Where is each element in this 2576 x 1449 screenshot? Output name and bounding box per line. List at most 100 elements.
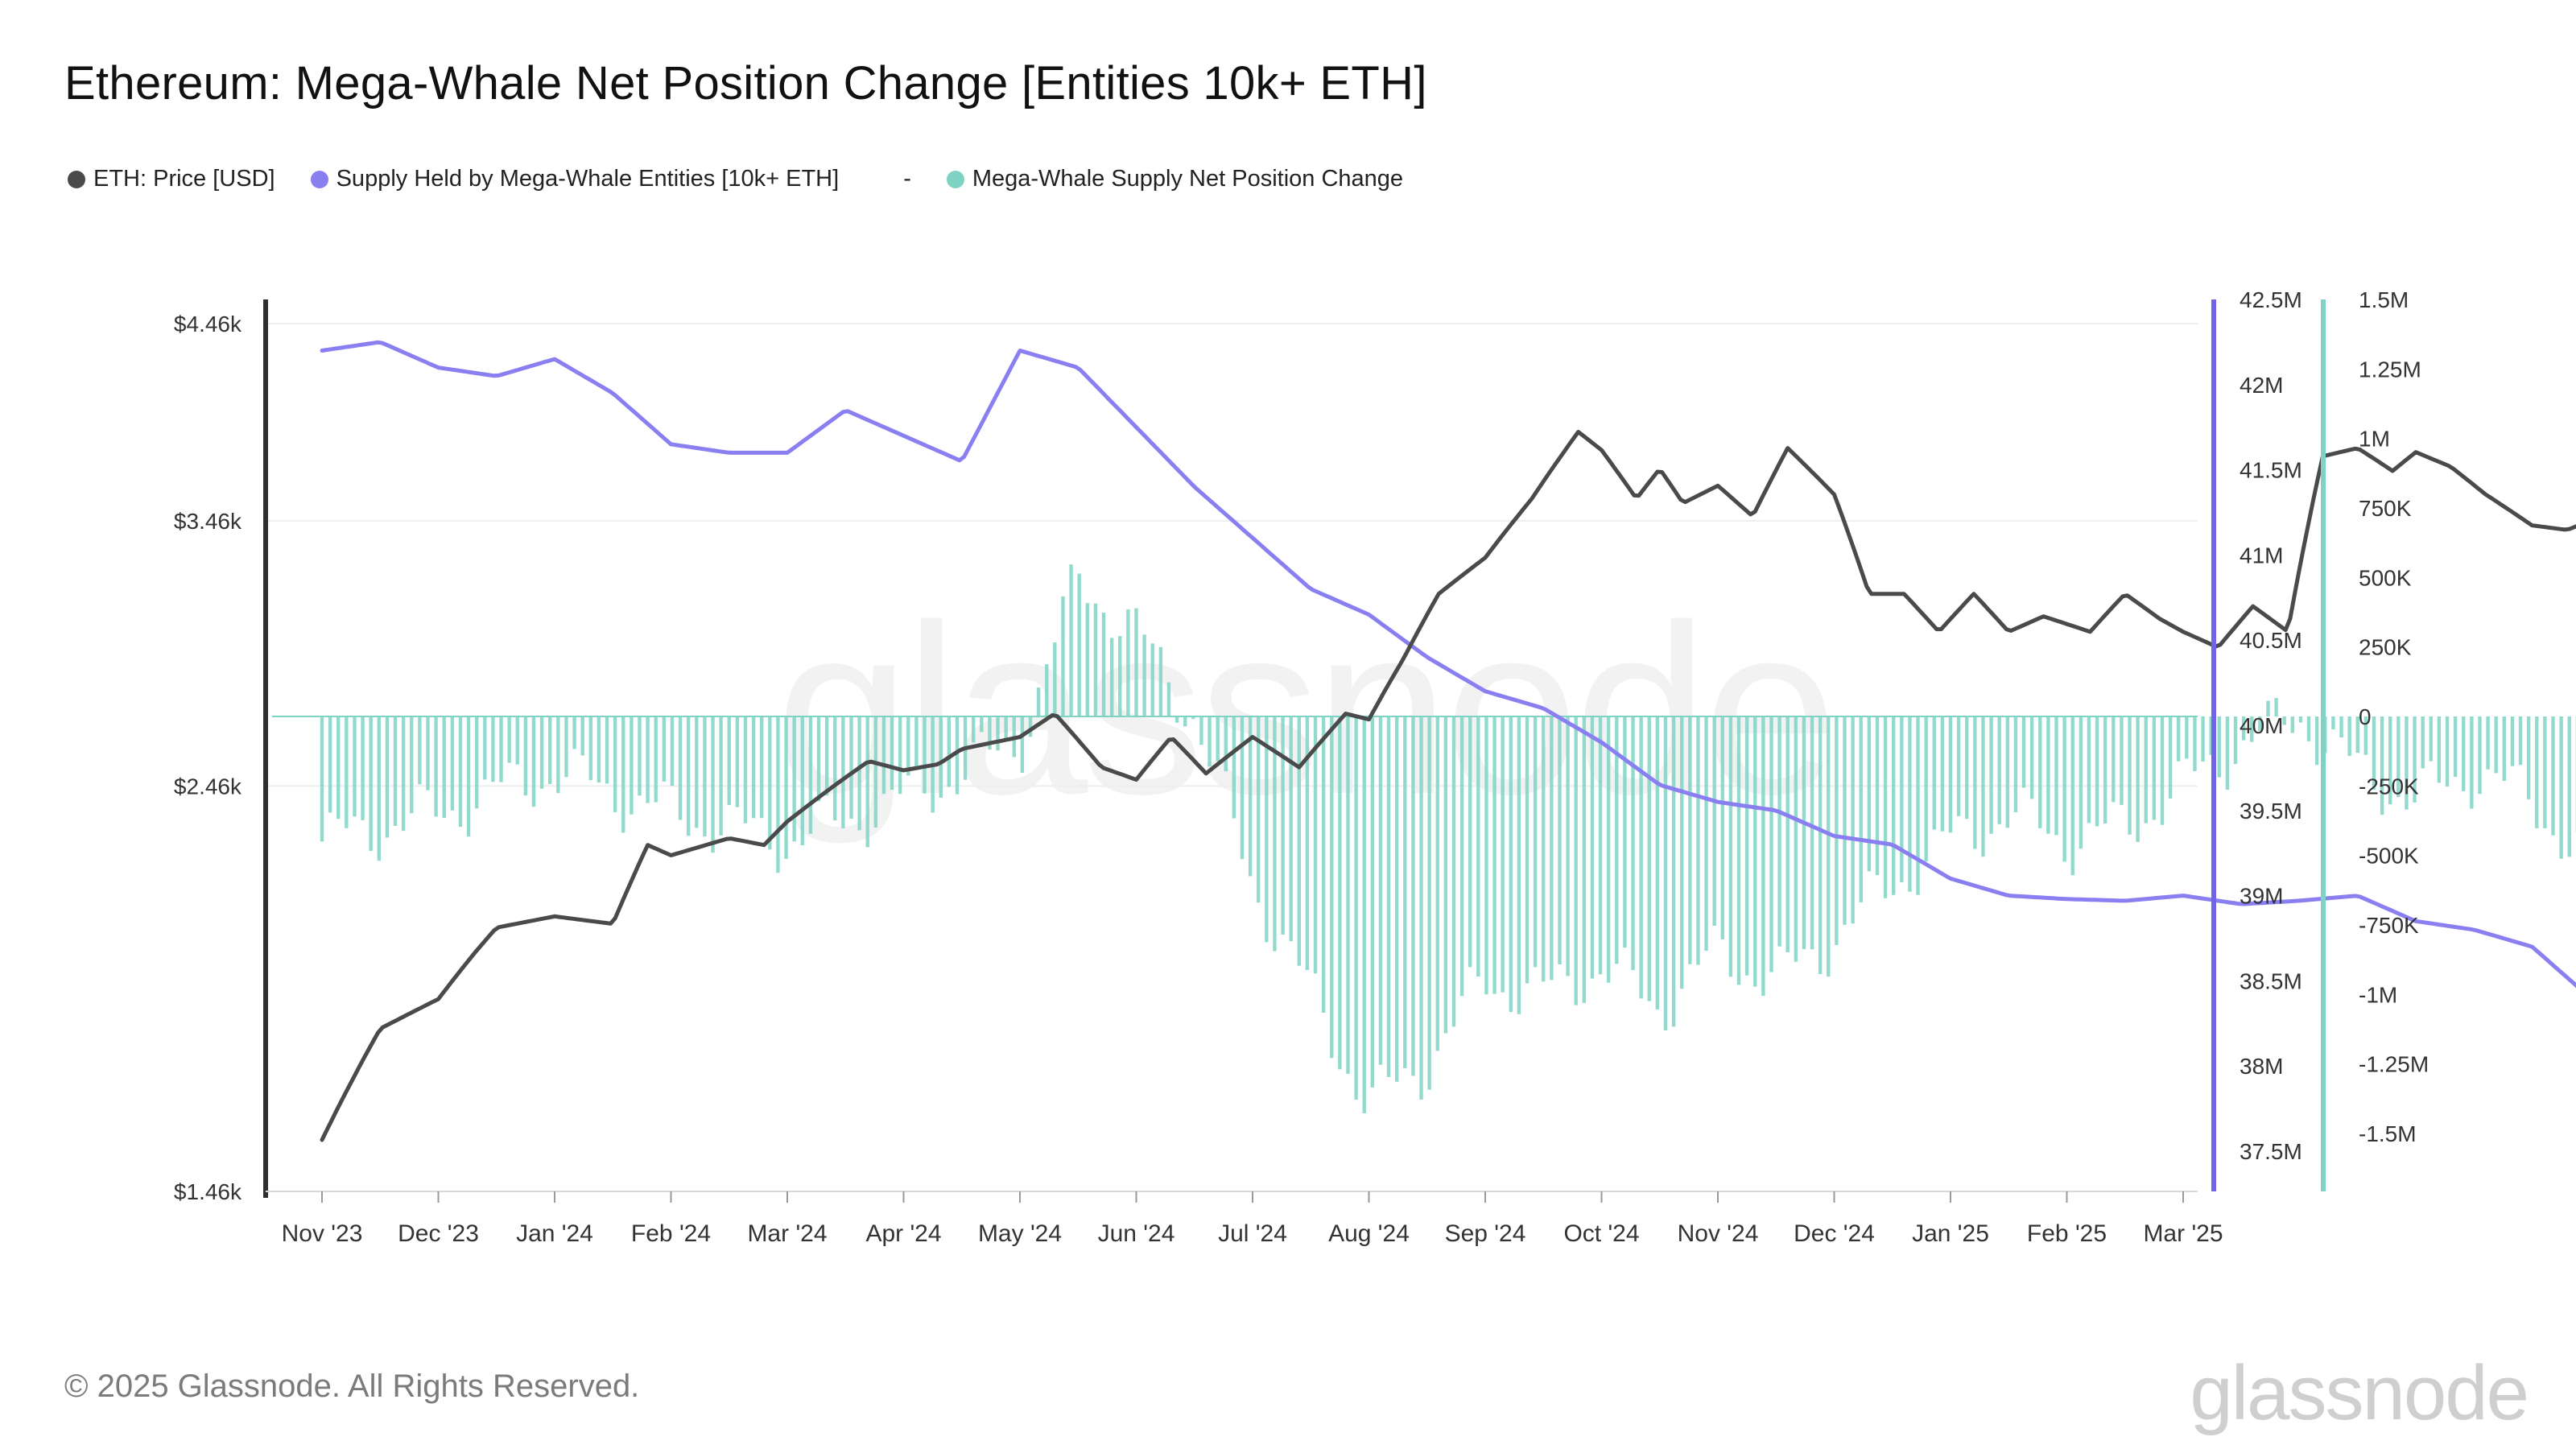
net-change-bar xyxy=(1794,716,1798,962)
net-change-bar xyxy=(385,716,390,838)
net-change-bar xyxy=(1468,716,1472,968)
net-change-bar xyxy=(2543,716,2547,828)
net-change-bar xyxy=(743,716,748,824)
net-change-bar xyxy=(1093,603,1098,716)
net-change-bar xyxy=(1297,716,1301,966)
net-change-bar xyxy=(751,716,756,819)
net-change-bar xyxy=(1827,716,1831,977)
net-change-bar xyxy=(2005,716,2010,828)
net-change-bar xyxy=(1077,573,1081,716)
supply-tick-label: 42.5M xyxy=(2240,287,2302,312)
net-change-bar xyxy=(613,716,617,812)
net-change-bar xyxy=(1712,716,1716,927)
net-change-bar xyxy=(2331,716,2335,730)
net-change-bar xyxy=(531,716,536,807)
net-change-bar xyxy=(1883,716,1888,898)
legend-item-net-change[interactable]: Mega-Whale Supply Net Position Change xyxy=(946,166,1404,192)
net-change-bar xyxy=(458,716,463,828)
legend-item-supply[interactable]: Supply Held by Mega-Whale Entities [10k+… xyxy=(310,166,839,192)
x-tick-label: Nov '24 xyxy=(1678,1220,1759,1247)
supply-tick-label: 38.5M xyxy=(2240,968,2302,993)
net-change-bar xyxy=(2079,716,2083,849)
net-change-bar xyxy=(2290,716,2295,733)
net-change-bar xyxy=(1932,716,1936,830)
net-change-bar xyxy=(2274,698,2278,716)
x-tick-label: Jan '25 xyxy=(1912,1220,1989,1247)
net-change-bar xyxy=(2413,716,2417,803)
net-change-bar xyxy=(1403,716,1407,1068)
net-change-tick-label: 1M xyxy=(2359,427,2390,452)
net-change-bar xyxy=(1248,716,1253,877)
net-change-bar xyxy=(2559,716,2563,859)
net-change-bar xyxy=(898,716,902,795)
net-change-bar xyxy=(2421,716,2425,769)
price-tick-label: $4.46k xyxy=(174,312,242,336)
net-change-bar xyxy=(1566,716,1570,976)
x-tick-label: Dec '23 xyxy=(398,1220,479,1247)
net-change-bar xyxy=(1736,716,1741,985)
net-change-bar xyxy=(523,716,528,796)
net-change-bar xyxy=(1802,716,1806,950)
net-change-bar xyxy=(2478,716,2482,795)
net-change-bar xyxy=(2144,716,2148,824)
net-change-bar xyxy=(2437,716,2442,783)
net-change-bar xyxy=(1655,716,1660,1009)
x-tick-label: Jan '24 xyxy=(516,1220,593,1247)
net-change-bar xyxy=(1810,716,1814,950)
net-change-bar xyxy=(2250,716,2254,742)
net-change-bar xyxy=(2470,716,2474,809)
net-change-tick-label: 750K xyxy=(2359,496,2412,521)
net-change-bar xyxy=(996,716,1000,751)
net-change-bar xyxy=(2510,716,2515,766)
x-tick-label: Mar '25 xyxy=(2143,1220,2223,1247)
net-change-bar xyxy=(1281,716,1285,935)
supply-tick-label: 39.5M xyxy=(2240,799,2302,824)
net-change-bar xyxy=(1020,716,1025,773)
net-change-bar xyxy=(1126,609,1130,716)
net-change-bar xyxy=(1004,716,1008,741)
x-tick-label: Nov '23 xyxy=(282,1220,363,1247)
net-change-bar xyxy=(1582,716,1587,1003)
net-change-bar xyxy=(1940,716,1945,832)
net-change-bar xyxy=(1924,716,1928,862)
supply-tick-label: 42M xyxy=(2240,373,2283,398)
supply-tick-label: 37.5M xyxy=(2240,1139,2302,1164)
net-change-bar xyxy=(2445,716,2450,787)
net-change-bar xyxy=(2266,700,2270,716)
net-change-tick-label: -250K xyxy=(2359,774,2419,799)
net-change-bar xyxy=(1451,716,1456,1027)
net-change-bar xyxy=(2518,716,2523,766)
net-change-bar xyxy=(1696,716,1700,965)
net-change-bar xyxy=(2241,716,2246,741)
net-change-bar xyxy=(711,716,715,853)
net-change-tick-label: 0 xyxy=(2359,704,2372,729)
net-change-bar xyxy=(1338,716,1342,1070)
net-change-bar xyxy=(1053,642,1057,716)
net-change-bar xyxy=(1166,682,1171,716)
legend-dot-supply xyxy=(310,170,328,188)
net-change-bar xyxy=(466,716,471,837)
net-change-bar xyxy=(393,716,398,826)
net-change-bar xyxy=(2535,716,2539,828)
x-tick-label: Feb '25 xyxy=(2027,1220,2107,1247)
legend-label-net-change: Mega-Whale Supply Net Position Change xyxy=(972,166,1404,192)
net-change-bar xyxy=(857,716,861,831)
net-change-bar xyxy=(1916,716,1920,895)
net-change-bar xyxy=(483,716,487,780)
net-change-bar xyxy=(646,716,650,803)
net-change-bar xyxy=(2054,716,2058,836)
legend-item-price[interactable]: ETH: Price [USD] xyxy=(68,166,275,192)
net-change-bar xyxy=(841,716,845,828)
net-change-bar xyxy=(1908,716,1912,892)
net-change-bar xyxy=(1273,716,1277,952)
price-tick-label: $3.46k xyxy=(174,509,242,534)
x-tick-label: Mar '24 xyxy=(747,1220,827,1247)
net-change-bar xyxy=(410,716,414,814)
net-change-bar xyxy=(873,716,878,828)
x-tick-label: Dec '24 xyxy=(1794,1220,1875,1247)
price-series xyxy=(320,430,2576,1142)
net-change-bar xyxy=(2462,716,2466,791)
x-tick-label: Oct '24 xyxy=(1563,1220,1639,1247)
net-change-bar xyxy=(2193,716,2197,771)
